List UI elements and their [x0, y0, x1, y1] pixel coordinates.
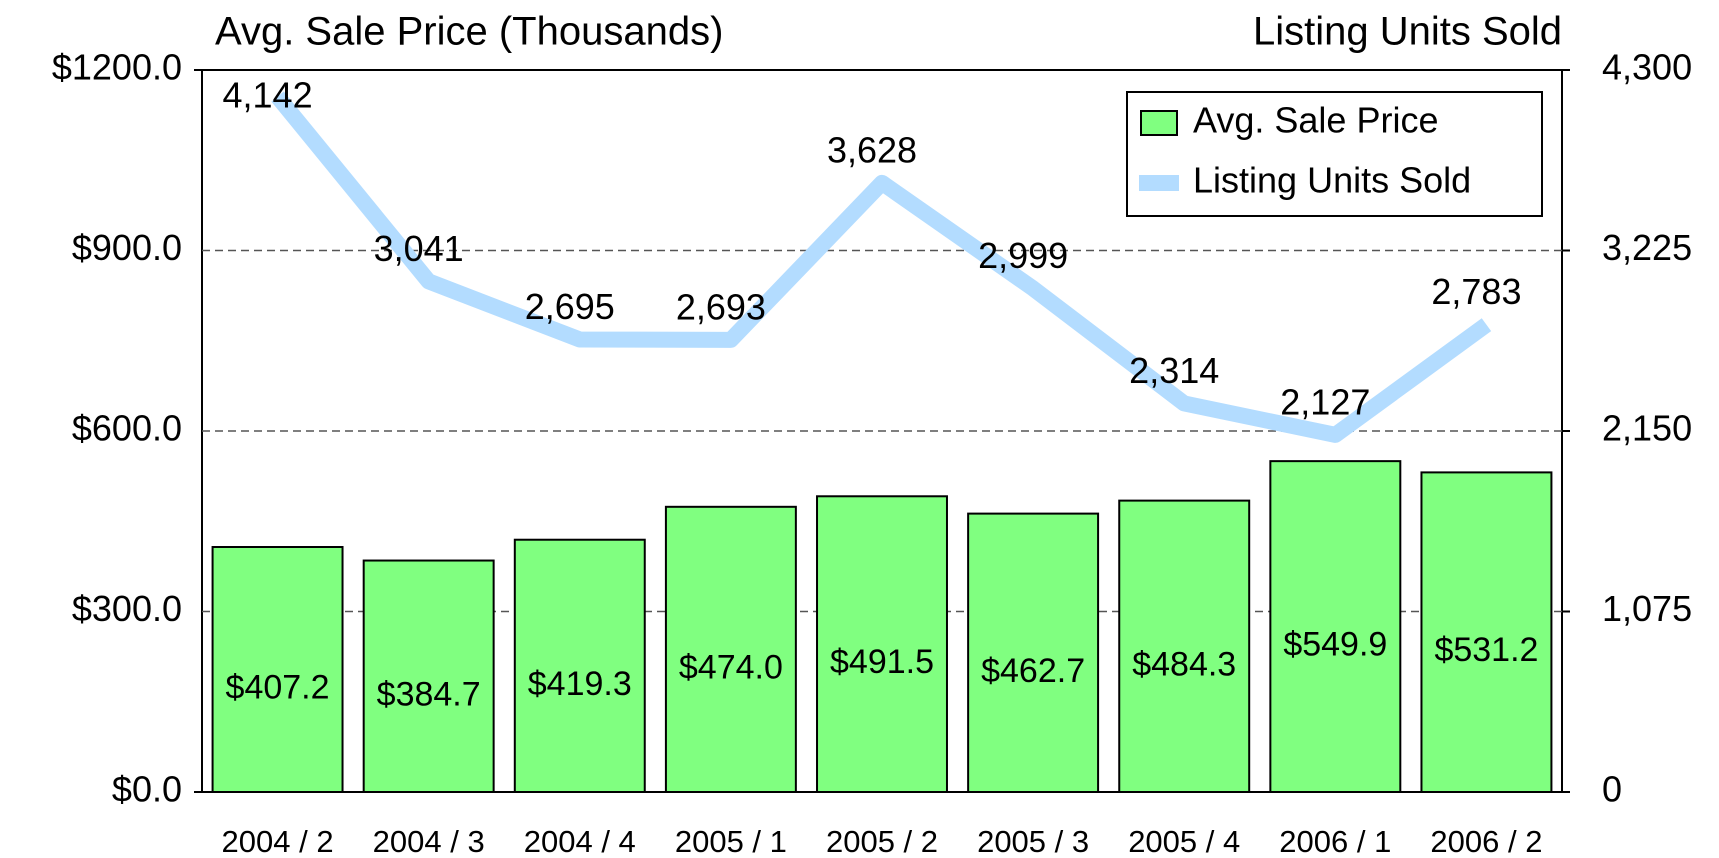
bar: [513, 538, 646, 794]
x-tick-label: 2004 / 3: [373, 824, 485, 858]
bar-value-label: $419.3: [528, 665, 632, 703]
bar-value-label: $484.3: [1132, 645, 1236, 683]
x-tick-label: 2005 / 4: [1128, 824, 1240, 858]
bar: [1420, 471, 1553, 793]
line-value-label: 3,041: [374, 228, 464, 269]
line-value-label: 2,314: [1129, 350, 1219, 391]
bar: [1118, 499, 1251, 793]
x-tick-label: 2005 / 1: [675, 824, 787, 858]
bar-value-label: $407.2: [226, 668, 330, 706]
legend-label: Listing Units Sold: [1193, 160, 1471, 201]
line-value-label: 4,142: [223, 75, 313, 116]
line-value-label: 3,628: [827, 129, 917, 170]
line-value-label: 2,127: [1280, 381, 1370, 422]
line: [271, 91, 1492, 443]
y-tick-label: $0.0: [112, 769, 182, 810]
bar-value-label: $491.5: [830, 643, 934, 681]
legend-swatch: [1140, 110, 1178, 136]
bar: [967, 512, 1100, 793]
y2-tick-label: 4,300: [1602, 47, 1692, 88]
bar: [362, 559, 495, 793]
y-tick-label: $900.0: [72, 227, 182, 268]
line-value-label: 2,693: [676, 286, 766, 327]
legend-label: Avg. Sale Price: [1193, 100, 1438, 141]
y-tick-label: $1200.0: [52, 47, 182, 88]
y-tick-label: $600.0: [72, 408, 182, 449]
y-tick-label: $300.0: [72, 588, 182, 629]
bar: [1269, 460, 1402, 793]
bar-value-label: $549.9: [1283, 626, 1387, 664]
y2-tick-label: 2,150: [1602, 408, 1692, 449]
line-value-label: 2,783: [1431, 271, 1521, 312]
y2-axis-title: Listing Units Sold: [1253, 10, 1562, 54]
bar: [816, 495, 948, 793]
x-tick-label: 2005 / 3: [977, 824, 1089, 858]
x-tick-label: 2006 / 1: [1279, 824, 1391, 858]
bar-value-label: $474.0: [679, 648, 783, 686]
x-tick-label: 2004 / 4: [524, 824, 636, 858]
x-tick-label: 2005 / 2: [826, 824, 938, 858]
line-value-label: 2,999: [978, 235, 1068, 276]
x-tick-label: 2004 / 2: [222, 824, 334, 858]
y-axis-title: Avg. Sale Price (Thousands): [215, 10, 723, 54]
bar-value-label: $531.2: [1434, 631, 1538, 669]
legend-box: [1126, 91, 1543, 217]
bar-value-label: $384.7: [377, 675, 481, 713]
bar-value-label: $462.7: [981, 652, 1085, 690]
bar: [211, 546, 344, 794]
bar: [664, 505, 797, 793]
x-tick-label: 2006 / 2: [1430, 824, 1542, 858]
y2-tick-label: 3,225: [1602, 227, 1692, 268]
y2-tick-label: 1,075: [1602, 588, 1692, 629]
y2-tick-label: 0: [1602, 769, 1622, 810]
line-value-label: 2,695: [525, 286, 615, 327]
